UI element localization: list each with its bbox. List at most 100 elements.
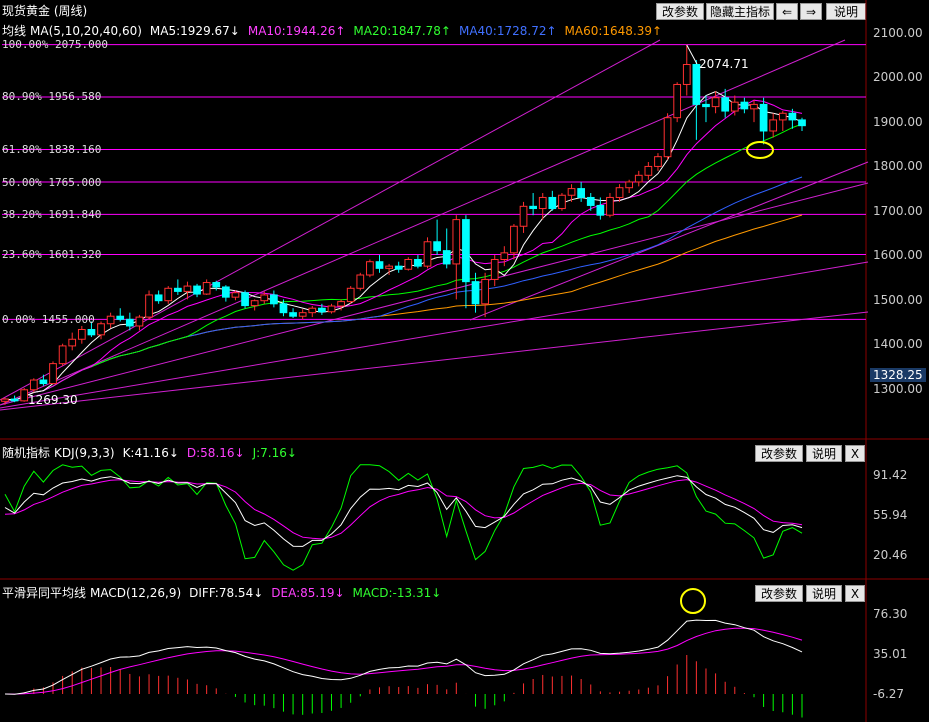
legend-ma40: MA40:1728.72↑ [458,24,557,38]
candle-body [759,103,768,132]
main-tick-2100: 2100.00 [873,26,923,40]
candle-body [500,252,509,260]
candle-body [154,294,163,302]
high-pointer [686,44,698,65]
candle-body [97,323,105,336]
kdj-tick-low: 20.46 [873,548,908,562]
candle-body [337,301,345,307]
main-price-chart [0,0,929,440]
candle-body [730,101,739,112]
candle-body [462,219,470,283]
trend-line [0,261,869,409]
main-tick-1800: 1800.00 [873,159,923,173]
macd-diff-line [4,619,803,695]
fib-label-000: 0.00% 1455.000 [2,313,95,326]
kdj-help-button[interactable]: 说明 [806,445,842,462]
candle-body [740,101,749,110]
ma20-line [4,123,803,401]
kdj-params-button[interactable]: 改参数 [755,445,803,462]
candle-body [692,64,701,105]
candle-body [327,305,336,313]
scroll-right-button[interactable]: ⇒ [800,3,822,20]
ma5-line [4,90,803,401]
macd-dea-line [4,627,803,695]
candle-body [193,285,201,295]
candle-body [212,282,221,288]
candle-body [375,261,384,269]
candle-body [673,83,682,119]
macd-params-button[interactable]: 改参数 [755,585,803,602]
ma40-line [4,176,803,401]
main-tick-2000: 2000.00 [873,70,923,84]
candle-body [788,112,797,121]
hide-main-indicator-button[interactable]: 隐藏主指标 [706,3,774,20]
candle-body [538,196,547,210]
candle-body [270,294,278,305]
kdj-j: J:7.16↓ [252,446,297,460]
candle-body [519,205,528,227]
fib-label-618: 61.80% 1838.160 [2,143,102,156]
kdj-j-line [4,464,803,571]
candle-body [615,187,624,198]
candle-body [231,292,240,298]
candle-body [260,294,269,302]
candle-body [414,258,422,267]
macd-name: 平滑异同平均线 [2,586,87,600]
main-tick-1300: 1300.00 [873,382,923,396]
edit-params-button[interactable]: 改参数 [656,3,704,20]
candle-body [135,316,144,327]
candle-body [596,204,605,216]
fib-label-382: 38.20% 1691.840 [2,208,102,221]
legend-name: 均线 [2,24,27,38]
ma10-line [4,99,803,401]
trend-line [0,311,869,411]
kdj-name: 随机指标 [2,446,51,460]
macd-help-button[interactable]: 说明 [806,585,842,602]
main-tick-1900: 1900.00 [873,115,923,129]
main-tick-1600: 1600.00 [873,248,923,262]
candle-body [654,156,662,167]
macd-close-button[interactable]: X [845,585,865,602]
candle-body [58,345,67,365]
help-button[interactable]: 说明 [826,3,866,20]
legend-ma20: MA20:1847.78↑ [353,24,451,38]
candle-body [634,174,643,183]
candle-body [702,103,710,108]
candle-body [433,241,441,252]
candle-body [404,258,413,270]
candle-body [577,188,586,198]
high-annotation: 2074.71 [699,57,749,71]
candle-body [308,307,317,314]
candle-body [87,329,96,336]
candle-body [318,307,326,313]
candle-body [106,315,115,325]
candle-body [289,312,297,317]
main-legend: 均线 MA(5,10,20,40,60) MA5:1929.67↓ MA10:1944… [2,22,670,39]
candle-body [682,64,691,85]
macd-highlight-circle [680,588,706,614]
candle-body [183,285,192,292]
candle-body [68,338,77,347]
legend-ma60: MA60:1648.39↑ [564,24,663,38]
macd-tick-high: 76.30 [873,607,908,621]
candle-body [77,329,86,340]
candle-body [125,318,134,327]
candle-body [49,363,57,385]
candle-body [298,312,307,317]
kdj-tick-high: 91.42 [873,468,908,482]
candle-body [356,274,365,289]
candle-body [481,278,489,305]
candle-body [490,258,499,280]
macd-tick-low: -6.27 [873,687,905,701]
highlight-circle [746,141,774,159]
candle-body [711,97,720,108]
candle-body [558,194,566,210]
legend-ma5: MA5:1929.67↓ [149,24,240,38]
candle-body [721,97,730,112]
trend-line [0,39,846,406]
kdj-close-button[interactable]: X [845,445,865,462]
fib-label-809: 80.90% 1956.580 [2,90,102,103]
kdj-tick-mid: 55.94 [873,508,908,522]
candle-body [644,165,653,176]
scroll-left-button[interactable]: ⇐ [776,3,798,20]
